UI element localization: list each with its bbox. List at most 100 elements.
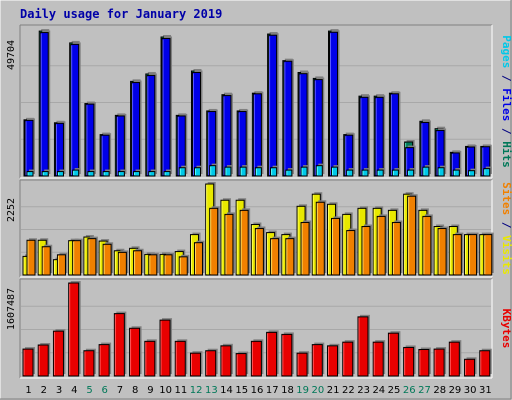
bar-files (389, 91, 401, 177)
x-tick-label: 26 (403, 385, 416, 396)
x-tick-label: 7 (117, 385, 123, 396)
bar-sites (148, 252, 159, 276)
bar-files (146, 73, 157, 177)
bar-pages (209, 163, 218, 177)
panel-pages_files_hits: 49704 Pages / Files / Hits (6, 24, 512, 179)
bar-sites (209, 206, 220, 276)
x-tick-label: 10 (159, 385, 172, 396)
bar-pages (331, 165, 340, 177)
bar-pages (102, 169, 112, 177)
bar-kbytes (220, 343, 233, 377)
bar-pages (72, 168, 81, 177)
x-tick-label: 2 (41, 385, 47, 396)
side-label-part: Sites (500, 182, 512, 215)
bar-files (131, 80, 142, 177)
x-tick-label: 24 (372, 385, 385, 396)
bar-kbytes (129, 326, 142, 377)
bar-sites (270, 236, 281, 276)
bar-files (359, 95, 370, 177)
bar-sites (254, 226, 266, 276)
bar-kbytes (159, 318, 173, 377)
panel-max-label: 2252 (6, 198, 17, 222)
x-tick-label: 12 (190, 385, 203, 396)
bar-sites (56, 252, 68, 276)
bar-sites (391, 220, 403, 276)
bar-pages (148, 169, 157, 177)
bar-kbytes (311, 342, 325, 377)
x-tick-label: 31 (479, 385, 492, 396)
bar-pages (361, 168, 370, 177)
x-tick-label: 5 (86, 385, 92, 396)
x-tick-label: 20 (312, 385, 325, 396)
side-label-part: Pages (500, 35, 512, 68)
chart-title: Daily usage for January 2019 (20, 7, 222, 21)
bar-files (70, 42, 81, 177)
bar-pages (56, 169, 66, 177)
bar-files (24, 118, 35, 177)
x-tick-label: 3 (56, 385, 62, 396)
bar-sites (437, 226, 449, 276)
bar-kbytes (189, 351, 203, 377)
bar-sites (87, 236, 98, 276)
bar-pages (178, 165, 188, 177)
bar-sites (361, 224, 372, 276)
x-tick-label: 13 (205, 385, 218, 396)
x-tick-label: 23 (357, 385, 370, 396)
side-label-part: / (500, 68, 512, 88)
bar-files (115, 113, 127, 177)
bar-kbytes (433, 347, 447, 377)
x-tick-label: 18 (281, 385, 294, 396)
x-tick-label: 8 (132, 385, 138, 396)
panel-side-label: KBytes (500, 309, 512, 349)
bar-sites (285, 236, 296, 276)
bar-sites (117, 250, 129, 276)
bar-files (313, 77, 325, 177)
x-tick-label: 9 (147, 385, 153, 396)
bar-sites (331, 216, 342, 276)
x-tick-label: 30 (464, 385, 477, 396)
bar-kbytes (464, 357, 477, 377)
bar-files (54, 121, 66, 177)
bar-pages (254, 165, 264, 177)
panel-max-label: 1607487 (6, 288, 17, 330)
panel-side-label: Sites / Visits (500, 182, 512, 275)
bar-sites (163, 252, 175, 276)
bar-sites (193, 240, 205, 276)
bar-files (39, 30, 51, 177)
x-tick-label: 14 (220, 385, 233, 396)
x-tick-label: 1 (25, 385, 31, 396)
bar-kbytes (327, 343, 340, 377)
bar-kbytes (144, 339, 157, 377)
bar-kbytes (296, 351, 310, 377)
bar-kbytes (479, 348, 492, 377)
bar-pages (133, 169, 142, 177)
bar-pages (483, 166, 492, 177)
panel-max-label: 49704 (6, 40, 17, 70)
bar-kbytes (68, 281, 81, 377)
bar-sites (178, 254, 190, 276)
bar-pages (346, 168, 355, 177)
bar-kbytes (266, 330, 279, 377)
bar-pages (422, 165, 431, 177)
bar-sites (26, 238, 37, 276)
bar-pages (224, 165, 233, 177)
bar-files (191, 70, 203, 177)
bar-pages (391, 168, 401, 177)
bar-kbytes (250, 339, 264, 377)
x-tick-label: 17 (266, 385, 279, 396)
panel-side-label: Pages / Files / Hits (500, 35, 512, 168)
side-label-part: / (500, 121, 512, 141)
x-tick-label: 16 (251, 385, 264, 396)
bar-sites (102, 242, 114, 276)
bar-files (283, 59, 294, 177)
bar-pages (468, 168, 477, 177)
side-label-part: / (500, 215, 512, 235)
bar-sites (300, 220, 312, 276)
bar-files (161, 36, 173, 177)
x-tick-label: 22 (342, 385, 355, 396)
bar-kbytes (235, 351, 249, 377)
bar-kbytes (281, 332, 294, 377)
side-label-part: KBytes (500, 309, 512, 349)
